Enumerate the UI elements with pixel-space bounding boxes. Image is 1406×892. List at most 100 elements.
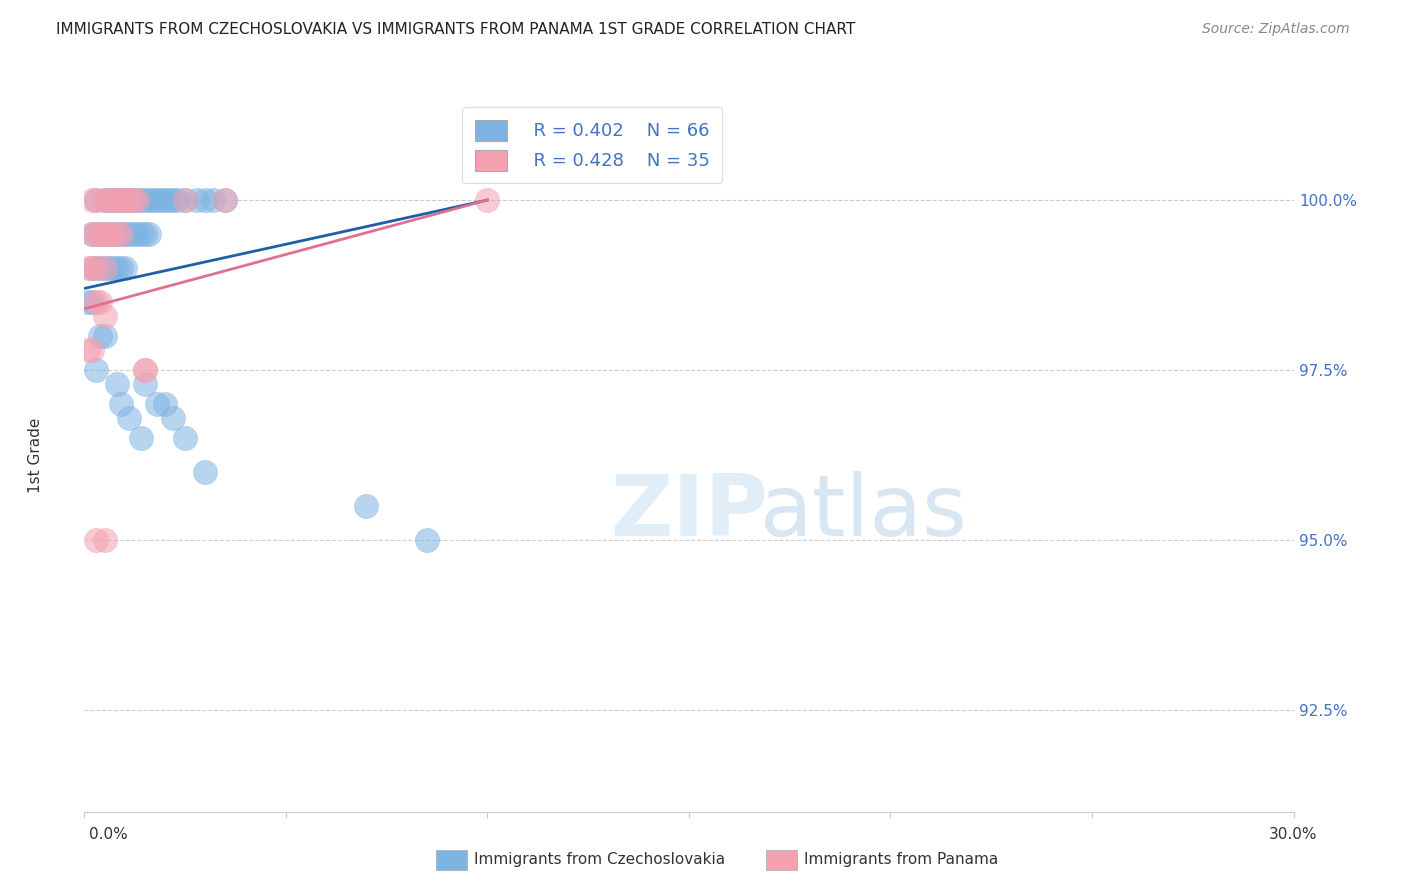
- Point: [125, 193, 148, 207]
- Point: [129, 193, 152, 207]
- Point: [129, 431, 152, 445]
- Point: [97, 260, 120, 275]
- Point: [86, 533, 108, 547]
- Point: [174, 193, 197, 207]
- Point: [110, 397, 132, 411]
- Point: [97, 193, 120, 207]
- Point: [86, 363, 108, 377]
- Point: [86, 193, 108, 207]
- Point: [101, 193, 124, 207]
- Point: [356, 499, 378, 513]
- Point: [89, 227, 111, 241]
- Point: [214, 193, 236, 207]
- Point: [105, 376, 128, 391]
- Text: atlas: atlas: [761, 470, 969, 554]
- Point: [101, 227, 124, 241]
- Text: Immigrants from Panama: Immigrants from Panama: [804, 853, 998, 867]
- Point: [153, 193, 176, 207]
- Point: [202, 193, 225, 207]
- Point: [174, 431, 197, 445]
- Point: [105, 260, 128, 275]
- Point: [121, 193, 143, 207]
- Point: [93, 533, 115, 547]
- Point: [110, 193, 132, 207]
- Point: [82, 227, 104, 241]
- Point: [89, 227, 111, 241]
- Point: [93, 309, 115, 323]
- Point: [146, 193, 169, 207]
- Point: [101, 193, 124, 207]
- Point: [105, 227, 128, 241]
- Point: [86, 260, 108, 275]
- Point: [86, 260, 108, 275]
- Point: [118, 193, 141, 207]
- Text: 0.0%: 0.0%: [89, 827, 128, 841]
- Point: [77, 295, 100, 310]
- Point: [138, 227, 160, 241]
- Point: [174, 193, 197, 207]
- Point: [166, 193, 188, 207]
- Point: [93, 193, 115, 207]
- Point: [82, 260, 104, 275]
- Point: [142, 193, 165, 207]
- Point: [93, 227, 115, 241]
- Point: [93, 260, 115, 275]
- Point: [77, 260, 100, 275]
- Point: [110, 193, 132, 207]
- Point: [97, 227, 120, 241]
- Point: [89, 329, 111, 343]
- Point: [93, 260, 115, 275]
- Text: 1st Grade: 1st Grade: [28, 417, 44, 492]
- Point: [121, 193, 143, 207]
- Point: [110, 227, 132, 241]
- Text: ZIP: ZIP: [610, 470, 768, 554]
- Point: [97, 193, 120, 207]
- Point: [157, 193, 180, 207]
- Point: [118, 193, 141, 207]
- Point: [194, 465, 217, 479]
- Point: [149, 193, 172, 207]
- Point: [89, 295, 111, 310]
- Point: [82, 193, 104, 207]
- Point: [82, 227, 104, 241]
- Point: [134, 376, 156, 391]
- Text: 30.0%: 30.0%: [1270, 827, 1317, 841]
- Point: [86, 227, 108, 241]
- Point: [89, 260, 111, 275]
- Point: [86, 295, 108, 310]
- Point: [105, 193, 128, 207]
- Point: [114, 193, 136, 207]
- Text: Immigrants from Czechoslovakia: Immigrants from Czechoslovakia: [474, 853, 725, 867]
- Point: [82, 343, 104, 357]
- Point: [146, 397, 169, 411]
- Point: [125, 193, 148, 207]
- Point: [101, 227, 124, 241]
- Point: [82, 260, 104, 275]
- Point: [134, 227, 156, 241]
- Point: [477, 193, 499, 207]
- Point: [110, 260, 132, 275]
- Point: [105, 193, 128, 207]
- Point: [214, 193, 236, 207]
- Point: [129, 227, 152, 241]
- Point: [110, 227, 132, 241]
- Point: [93, 193, 115, 207]
- Point: [93, 329, 115, 343]
- Point: [97, 227, 120, 241]
- Point: [416, 533, 439, 547]
- Point: [153, 397, 176, 411]
- Point: [77, 343, 100, 357]
- Point: [134, 363, 156, 377]
- Point: [118, 227, 141, 241]
- Point: [114, 193, 136, 207]
- Text: IMMIGRANTS FROM CZECHOSLOVAKIA VS IMMIGRANTS FROM PANAMA 1ST GRADE CORRELATION C: IMMIGRANTS FROM CZECHOSLOVAKIA VS IMMIGR…: [56, 22, 855, 37]
- Text: Source: ZipAtlas.com: Source: ZipAtlas.com: [1202, 22, 1350, 37]
- Point: [162, 193, 184, 207]
- Point: [101, 260, 124, 275]
- Point: [86, 193, 108, 207]
- Point: [134, 193, 156, 207]
- Point: [134, 363, 156, 377]
- Point: [125, 227, 148, 241]
- Point: [186, 193, 208, 207]
- Legend:   R = 0.402    N = 66,   R = 0.428    N = 35: R = 0.402 N = 66, R = 0.428 N = 35: [463, 107, 723, 183]
